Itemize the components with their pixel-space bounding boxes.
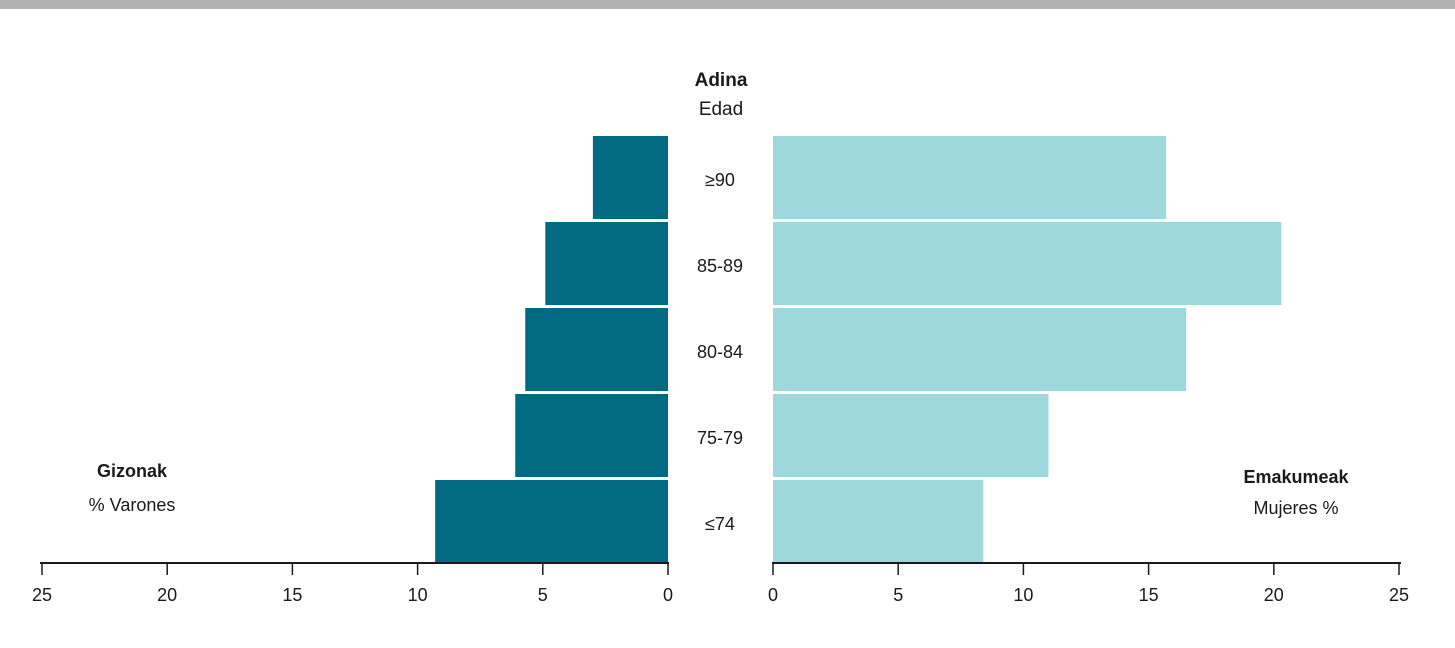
age-label-4: ≤74: [705, 514, 735, 534]
x-axes: [40, 562, 1401, 575]
female-legend-title: Emakumeak: [1243, 467, 1349, 487]
right-tick-label-1: 5: [893, 585, 903, 605]
male-legend-subtitle: % Varones: [89, 495, 176, 515]
left-tick-label-4: 5: [538, 585, 548, 605]
bar-male-1: [545, 222, 668, 305]
bar-female-3: [773, 394, 1049, 477]
male-legend-title: Gizonak: [97, 461, 168, 481]
age-label-2: 80-84: [697, 342, 743, 362]
bar-female-4: [773, 480, 984, 563]
right-tick-label-4: 20: [1264, 585, 1284, 605]
bar-male-4: [435, 480, 668, 563]
center-header-subtitle: Edad: [699, 99, 743, 120]
left-tick-label-0: 25: [32, 585, 52, 605]
age-label-0: ≥90: [705, 170, 735, 190]
top-rule: [0, 0, 1455, 9]
female-legend-subtitle: Mujeres %: [1253, 498, 1338, 518]
bar-male-3: [515, 394, 668, 477]
right-tick-label-3: 15: [1139, 585, 1159, 605]
female-bars: [773, 136, 1282, 563]
bar-male-2: [525, 308, 668, 391]
bar-male-0: [592, 136, 668, 219]
bar-female-0: [773, 136, 1167, 219]
right-tick-label-2: 10: [1013, 585, 1033, 605]
x-tick-labels: 25 20 15 10 5 0 0 5 10 15 20 25: [32, 585, 1409, 605]
age-labels: ≥90 85-89 80-84 75-79 ≤74: [697, 170, 743, 534]
right-tick-label-5: 25: [1389, 585, 1409, 605]
age-label-1: 85-89: [697, 256, 743, 276]
center-header-title: Adina: [695, 70, 748, 91]
left-tick-label-2: 15: [282, 585, 302, 605]
male-bars: [435, 136, 668, 563]
bar-female-1: [773, 222, 1282, 305]
left-tick-label-3: 10: [408, 585, 428, 605]
age-label-3: 75-79: [697, 428, 743, 448]
left-tick-label-1: 20: [157, 585, 177, 605]
left-tick-label-5: 0: [663, 585, 673, 605]
bar-female-2: [773, 308, 1187, 391]
right-tick-label-0: 0: [768, 585, 778, 605]
